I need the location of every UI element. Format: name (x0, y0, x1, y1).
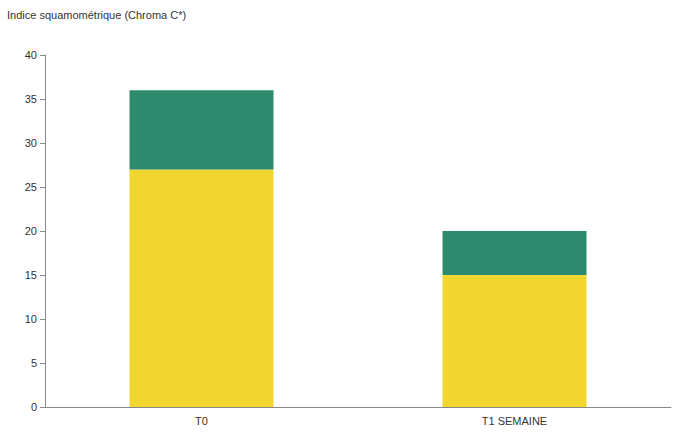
svg-text:10: 10 (25, 313, 37, 325)
svg-text:T1 SEMAINE: T1 SEMAINE (482, 415, 547, 427)
svg-text:30: 30 (25, 137, 37, 149)
svg-text:35: 35 (25, 93, 37, 105)
svg-text:Indice squamométrique (Chroma: Indice squamométrique (Chroma C*) (7, 9, 186, 21)
svg-text:40: 40 (25, 49, 37, 61)
svg-text:20: 20 (25, 225, 37, 237)
svg-text:0: 0 (31, 401, 37, 413)
svg-text:5: 5 (31, 357, 37, 369)
svg-text:T0: T0 (195, 415, 208, 427)
svg-text:25: 25 (25, 181, 37, 193)
svg-text:15: 15 (25, 269, 37, 281)
